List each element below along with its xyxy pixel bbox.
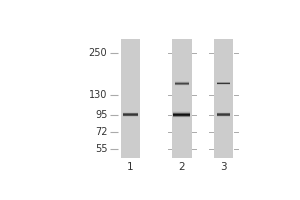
Text: 72: 72 — [95, 127, 107, 137]
Text: 130: 130 — [89, 90, 107, 100]
Bar — [172, 39, 191, 158]
Text: 250: 250 — [88, 48, 107, 58]
Bar — [173, 116, 190, 117]
Bar — [173, 114, 190, 115]
Bar — [214, 39, 233, 158]
Bar — [173, 117, 190, 118]
Bar — [173, 111, 190, 112]
Bar — [173, 115, 190, 116]
Bar — [121, 39, 140, 158]
Text: 1: 1 — [127, 162, 134, 172]
Bar — [173, 115, 190, 116]
Text: 2: 2 — [178, 162, 185, 172]
Text: 55: 55 — [95, 144, 107, 154]
Text: 95: 95 — [95, 110, 107, 120]
Bar — [173, 116, 190, 117]
Bar — [173, 114, 190, 115]
Bar — [173, 112, 190, 113]
Bar — [173, 113, 190, 114]
Bar — [173, 111, 190, 112]
Text: 3: 3 — [220, 162, 227, 172]
